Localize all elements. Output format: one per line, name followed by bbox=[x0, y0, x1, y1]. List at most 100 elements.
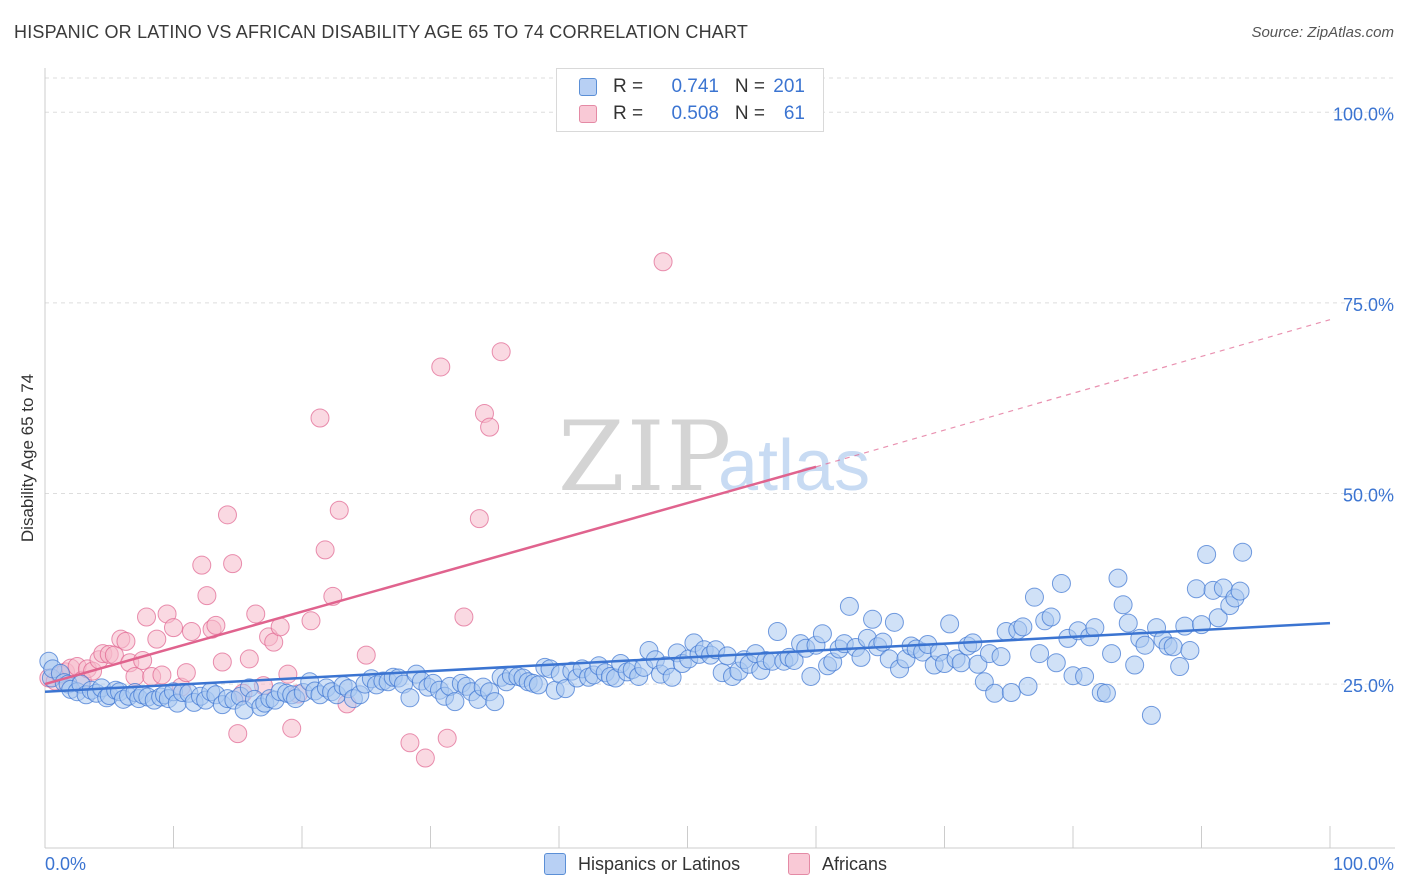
n-label: N = bbox=[734, 103, 765, 124]
hispanics-point bbox=[851, 647, 871, 667]
r-label: R = bbox=[613, 103, 644, 124]
africans-point bbox=[116, 631, 136, 651]
blue-swatch-icon bbox=[579, 78, 597, 96]
n-value: 61 bbox=[783, 103, 805, 124]
africans-point bbox=[469, 509, 489, 529]
hispanics-point bbox=[863, 609, 883, 629]
chart-title: HISPANIC OR LATINO VS AFRICAN DISABILITY… bbox=[14, 22, 749, 42]
africans-point bbox=[228, 724, 248, 744]
africans-point bbox=[152, 665, 172, 685]
hispanics-point bbox=[1075, 666, 1095, 686]
africans-point bbox=[653, 252, 673, 272]
africans-point bbox=[176, 663, 196, 683]
y-tick-label: 25.0% bbox=[1343, 676, 1394, 696]
y-tick-label: 100.0% bbox=[1333, 104, 1394, 124]
africans-point bbox=[197, 586, 217, 606]
hispanics-point bbox=[1175, 616, 1195, 636]
africans-point bbox=[223, 554, 243, 574]
n-value: 201 bbox=[773, 76, 805, 97]
africans-trendline-extension bbox=[815, 319, 1331, 468]
africans-point bbox=[181, 621, 201, 641]
y-axis-label: Disability Age 65 to 74 bbox=[18, 374, 37, 542]
hispanics-point bbox=[1197, 544, 1217, 564]
africans-point bbox=[278, 664, 298, 684]
africans-point bbox=[301, 611, 321, 631]
hispanics-point bbox=[400, 688, 420, 708]
hispanics-point bbox=[985, 683, 1005, 703]
r-value: 0.741 bbox=[671, 76, 719, 97]
africans-point bbox=[431, 357, 451, 377]
africans-point bbox=[480, 417, 500, 437]
africans-point bbox=[217, 505, 237, 525]
stats-row-hispanics: R = 0.741 N = 201 bbox=[579, 74, 805, 100]
watermark-atlas: atlas bbox=[718, 426, 870, 506]
trendlines bbox=[44, 319, 1331, 693]
hispanics-point bbox=[1085, 618, 1105, 638]
africans-point bbox=[125, 666, 145, 686]
legend-hispanics[interactable]: Hispanics or Latinos bbox=[544, 852, 740, 876]
hispanics-point bbox=[801, 666, 821, 686]
stats-row-africans: R = 0.508 N = 61 bbox=[579, 101, 805, 127]
hispanics-point bbox=[1046, 653, 1066, 673]
hispanics-point bbox=[767, 621, 787, 641]
hispanics-point bbox=[1141, 705, 1161, 725]
africans-point bbox=[310, 408, 330, 428]
blue-legend-icon bbox=[544, 853, 566, 875]
hispanics-point bbox=[1096, 683, 1116, 703]
africans-point bbox=[356, 645, 376, 665]
africans-point bbox=[315, 540, 335, 560]
hispanics-point bbox=[1013, 617, 1033, 637]
hispanics-point bbox=[839, 596, 859, 616]
pink-swatch-icon bbox=[579, 105, 597, 123]
hispanics-point bbox=[1001, 682, 1021, 702]
hispanics-point bbox=[1163, 637, 1183, 657]
hispanics-point bbox=[1118, 613, 1138, 633]
hispanics-point bbox=[1135, 635, 1155, 655]
hispanics-point bbox=[1170, 657, 1190, 677]
hispanics-point bbox=[951, 653, 971, 673]
hispanics-trendline bbox=[44, 621, 1331, 693]
africans-point bbox=[400, 733, 420, 753]
hispanics-point bbox=[445, 692, 465, 712]
hispanics-point bbox=[991, 647, 1011, 667]
source-label: Source: ZipAtlas.com bbox=[1251, 24, 1394, 41]
africans-point bbox=[137, 607, 157, 627]
hispanics-point bbox=[1230, 581, 1250, 601]
hispanics-point bbox=[1233, 542, 1253, 562]
axes bbox=[44, 68, 1395, 849]
africans-point bbox=[437, 728, 457, 748]
africans-point bbox=[246, 604, 266, 624]
tick-labels: 100.0% 75.0% 50.0% 25.0% 0.0% 100.0% bbox=[45, 104, 1394, 874]
africans-point bbox=[192, 555, 212, 575]
watermark-zip: ZIP bbox=[558, 401, 733, 513]
hispanics-point bbox=[1186, 579, 1206, 599]
legend-label-africans: Africans bbox=[822, 853, 888, 874]
africans-point bbox=[239, 649, 259, 669]
africans-point bbox=[164, 618, 183, 638]
stats-legend: R = 0.741 N = 201 R = 0.508 N = 61 bbox=[556, 68, 824, 132]
hispanics-point bbox=[1125, 655, 1145, 675]
hispanics-point bbox=[1030, 644, 1050, 664]
africans-point bbox=[491, 342, 511, 362]
x-tick-label: 100.0% bbox=[1333, 854, 1394, 874]
hispanics-point bbox=[1041, 607, 1061, 627]
africans-point bbox=[212, 652, 232, 672]
hispanics-point bbox=[1024, 587, 1044, 607]
hispanics-point bbox=[812, 624, 832, 644]
africans-trendline bbox=[44, 465, 817, 686]
r-label: R = bbox=[613, 76, 644, 97]
y-tick-label: 75.0% bbox=[1343, 295, 1394, 315]
africans-point bbox=[329, 500, 349, 520]
n-label: N = bbox=[734, 76, 765, 97]
zipatlas-watermark: ZIP atlas bbox=[558, 401, 870, 513]
legend-label-hispanics: Hispanics or Latinos bbox=[578, 853, 741, 874]
hispanics-point bbox=[1051, 573, 1071, 593]
africans-point bbox=[415, 748, 435, 768]
hispanics-point bbox=[1108, 568, 1128, 588]
pink-legend-icon bbox=[788, 853, 810, 875]
africans-point bbox=[282, 718, 302, 738]
hispanics-point bbox=[485, 692, 505, 712]
legend-africans[interactable]: Africans bbox=[788, 852, 887, 876]
hispanics-point bbox=[1180, 641, 1200, 661]
